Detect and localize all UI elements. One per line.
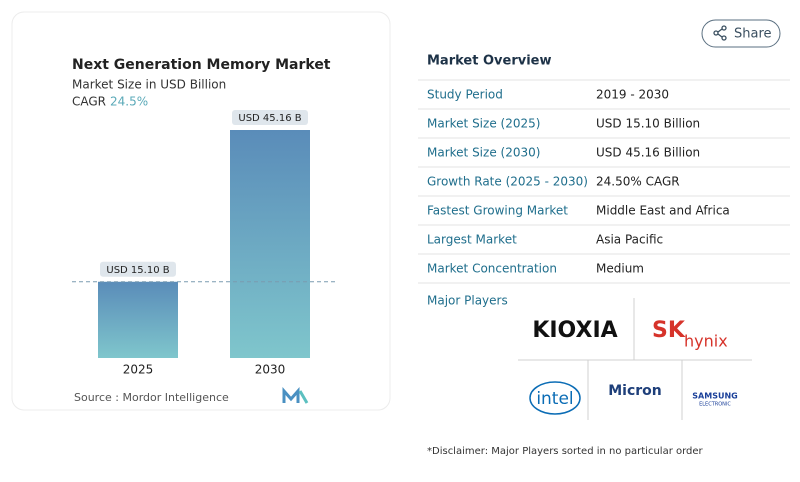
source: Source : Mordor Intelligence — [74, 391, 229, 404]
player-logo: Micron — [608, 383, 662, 399]
player-logo: SK — [652, 318, 686, 343]
cagr-label: CAGR — [72, 95, 106, 109]
x-tick-label: 2030 — [255, 363, 286, 377]
player-logo: intel — [536, 389, 573, 409]
row-value: 24.50% CAGR — [596, 175, 680, 189]
row-value: Asia Pacific — [596, 233, 663, 247]
share-button[interactable]: Share — [701, 19, 781, 48]
player-logo: KIOXIA — [532, 318, 617, 343]
row-value: USD 45.16 Billion — [596, 146, 700, 160]
row-label: Market Size (2030) — [427, 146, 540, 160]
row-label: Market Size (2025) — [427, 117, 540, 131]
value-label-box — [232, 110, 308, 125]
value-label-box — [100, 261, 176, 277]
bar — [230, 130, 310, 358]
intel-ring — [529, 381, 581, 415]
chart-subtitle: Market Size in USD Billion — [72, 78, 226, 92]
share-label[interactable]: Share — [734, 27, 772, 42]
player-logo: SAMSUNG — [692, 392, 737, 401]
value-label: USD 45.16 B — [238, 113, 301, 124]
row-value: Medium — [596, 262, 644, 276]
x-tick-label: 2025 — [123, 363, 154, 377]
overview-title: Market Overview — [427, 54, 551, 69]
row-label: Growth Rate (2025 - 2030) — [427, 175, 588, 189]
cagr-value: 24.5% — [110, 95, 148, 109]
share-outline[interactable] — [701, 19, 781, 48]
row-label: Largest Market — [427, 233, 517, 247]
player-logo: ELECTRONIC — [699, 402, 731, 408]
chart-title: Next Generation Memory Market — [72, 57, 331, 73]
row-label: Study Period — [427, 88, 503, 102]
disclaimer: *Disclaimer: Major Players sorted in no … — [427, 446, 704, 457]
row-value: Middle East and Africa — [596, 204, 730, 218]
bar — [98, 281, 178, 358]
brand-logo — [282, 387, 309, 404]
player-logo: hynix — [684, 332, 728, 351]
value-label: USD 15.10 B — [106, 265, 169, 276]
row-label: Fastest Growing Market — [427, 204, 568, 218]
players-title: Major Players — [427, 294, 508, 308]
row-value: 2019 - 2030 — [596, 88, 669, 102]
share-icon — [713, 25, 727, 41]
players-grid — [518, 298, 752, 420]
row-value: USD 15.10 Billion — [596, 117, 700, 131]
row-label: Market Concentration — [427, 262, 557, 276]
